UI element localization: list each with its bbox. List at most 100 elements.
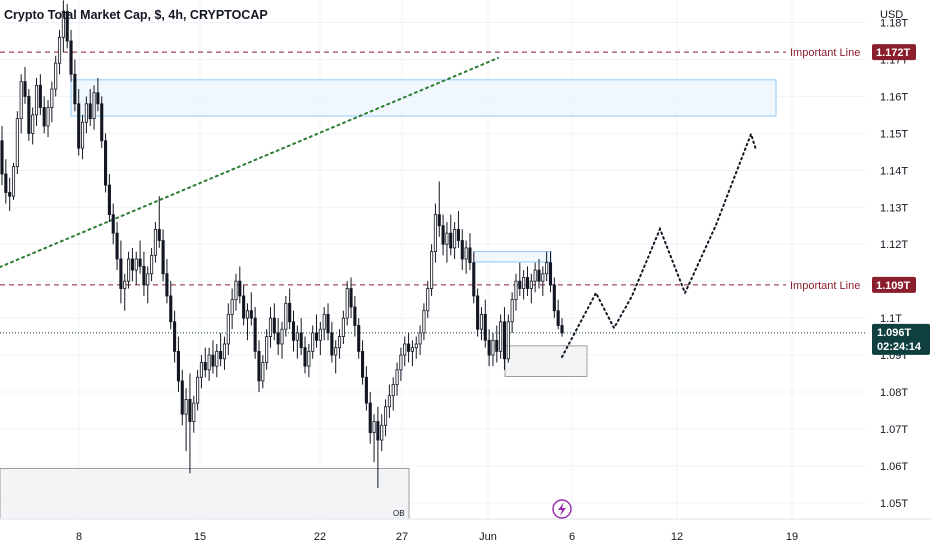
- candle-body: [395, 369, 399, 386]
- candle-body: [295, 332, 299, 341]
- candle: [403, 336, 407, 367]
- candle: [165, 259, 169, 304]
- price-axis: [866, 0, 932, 550]
- candle: [464, 240, 468, 274]
- candle: [104, 133, 108, 193]
- candle: [276, 318, 280, 356]
- candle: [77, 89, 81, 156]
- candle-body: [234, 280, 238, 301]
- candle: [249, 292, 253, 326]
- candle: [0, 125, 4, 186]
- candle-body: [238, 280, 242, 297]
- candle: [245, 303, 250, 341]
- candle-body: [280, 328, 284, 345]
- x-tick-label: 22: [314, 531, 326, 543]
- candle-body: [495, 339, 499, 352]
- candle-body: [391, 384, 395, 397]
- candle-body: [479, 314, 484, 330]
- chart-title: Crypto Total Market Cap, $, 4h, CRYPTOCA…: [4, 8, 268, 22]
- candle: [337, 329, 342, 359]
- x-tick-label: 8: [76, 531, 82, 543]
- candle: [115, 222, 119, 271]
- candle-body: [376, 421, 380, 441]
- candle-body: [84, 103, 88, 123]
- candle: [65, 4, 69, 49]
- candle: [387, 384, 391, 418]
- candle-body: [38, 84, 42, 108]
- candle: [150, 247, 154, 282]
- candle-body: [502, 321, 507, 360]
- candle: [123, 273, 127, 311]
- candle: [456, 210, 460, 248]
- candle-body: [399, 354, 403, 371]
- candle-body: [276, 332, 280, 345]
- candle-body: [161, 240, 165, 275]
- candle: [234, 273, 238, 311]
- candle: [291, 310, 296, 352]
- y-tick-label: 1.14T: [880, 165, 908, 177]
- candle-body: [203, 362, 207, 371]
- candle-body: [437, 214, 441, 227]
- candle-body: [372, 421, 376, 434]
- candle: [529, 273, 533, 304]
- candle-body: [387, 395, 391, 408]
- candle-body: [334, 347, 338, 356]
- candle: [207, 347, 211, 381]
- candle-body: [522, 277, 526, 289]
- candle: [119, 240, 123, 304]
- candle-body: [272, 317, 276, 334]
- candle-body: [456, 229, 460, 241]
- candle-body: [353, 306, 357, 326]
- candle-body: [326, 314, 330, 334]
- candle: [8, 177, 12, 211]
- candle-body: [73, 73, 77, 105]
- candle-body: [92, 92, 96, 120]
- candle-body: [533, 269, 537, 282]
- candle: [453, 222, 457, 259]
- candle-body: [422, 310, 426, 334]
- candle: [242, 284, 246, 326]
- candle-body: [188, 398, 192, 422]
- candle: [407, 332, 411, 363]
- candle-body: [199, 362, 204, 378]
- candle: [391, 377, 395, 411]
- candle: [364, 366, 368, 411]
- flash-icon: [552, 499, 572, 519]
- candle-body: [407, 343, 411, 352]
- candle: [318, 321, 322, 356]
- candle: [510, 292, 514, 333]
- candle: [357, 318, 361, 359]
- candle: [537, 259, 541, 289]
- candle-body: [476, 295, 480, 330]
- candle-body: [529, 280, 533, 289]
- candle-body: [257, 350, 261, 382]
- candle-body: [34, 84, 39, 116]
- candle: [522, 270, 526, 300]
- candle-body: [207, 354, 211, 371]
- candle-body: [265, 336, 269, 363]
- candle-body: [453, 229, 457, 249]
- candle-body: [23, 81, 27, 97]
- candle-body: [130, 258, 134, 271]
- candle: [19, 74, 23, 134]
- candle-body: [410, 347, 414, 352]
- candle-body: [537, 269, 541, 282]
- candle: [111, 203, 115, 245]
- candle: [169, 281, 173, 330]
- candle: [376, 406, 380, 489]
- y-tick-label: 1.07T: [880, 424, 908, 436]
- candle: [468, 233, 472, 271]
- trendline: [0, 57, 499, 268]
- candle: [92, 85, 96, 130]
- candle-body: [314, 332, 319, 341]
- candle-body: [134, 258, 138, 271]
- candle: [107, 174, 111, 223]
- candle: [61, 0, 65, 53]
- candle: [100, 96, 104, 149]
- candle-body: [349, 288, 353, 308]
- candle: [514, 273, 518, 311]
- y-tick-label: 1.08T: [880, 387, 908, 399]
- candle-body: [268, 317, 273, 337]
- candle-body: [61, 11, 65, 38]
- candle: [322, 307, 326, 341]
